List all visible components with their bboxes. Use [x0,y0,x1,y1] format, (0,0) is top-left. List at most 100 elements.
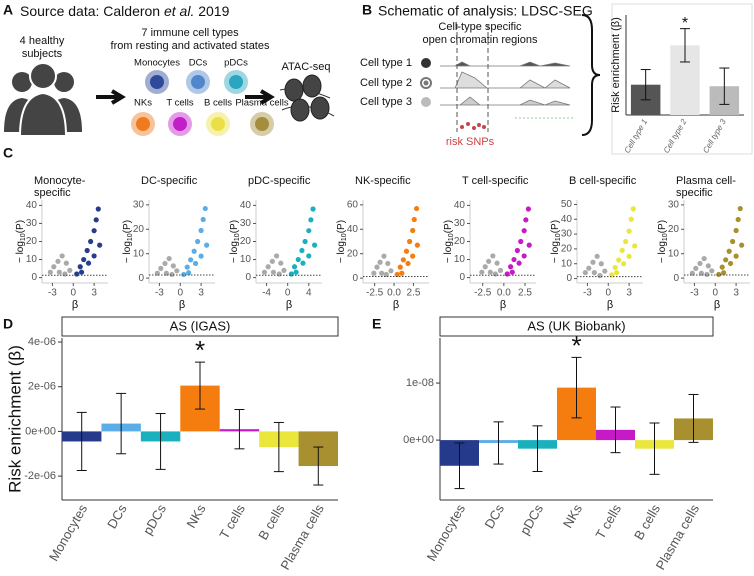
point [619,247,625,253]
point [405,260,411,267]
x-tick-label: NKs [560,501,586,530]
point [371,270,377,276]
point [494,260,500,266]
point [598,261,604,267]
point [97,242,103,248]
point [594,253,600,259]
x-tick-label: -3 [48,288,57,299]
panel-title: Schematic of analysis: LDSC-SEG [378,3,593,19]
cells-heading: 7 immune cell types [141,27,239,39]
x-tick-label: B cells [255,501,287,542]
point [701,255,707,262]
error-bar [76,411,87,472]
x-tick-label: 2.5 [407,288,421,299]
point [620,261,627,267]
y-tick-label: 40 [240,200,252,211]
point [487,269,493,275]
point [413,205,420,212]
point [188,257,194,263]
point [518,238,524,245]
y-tick-label: 40 [454,200,466,211]
arrow [245,89,275,105]
point [186,270,192,276]
point [716,271,722,278]
point [265,264,271,270]
nucleosome-icon [279,74,335,122]
y-tick-label: 20 [26,236,38,247]
plot-title: DC-specific [141,175,198,187]
panel-label: C [3,145,13,161]
error-bar [532,425,543,472]
point [406,238,413,245]
y-title-part: − log [15,241,26,263]
cell-inner [255,117,269,131]
point [521,228,527,234]
y-axis-title: Risk enrichment (β) [610,17,622,113]
plot-title: T cell-specific [462,175,529,187]
point [200,216,206,223]
point [521,253,527,259]
cell-label: Plasma cells [235,98,289,109]
point [385,260,391,267]
point [697,260,703,267]
y-title-part: (P) [336,220,347,233]
y-title-part: 10 [234,233,241,241]
point [288,271,294,277]
y-title-part: − log [336,241,347,263]
point [162,260,168,267]
point [739,242,745,248]
cell-inner [150,75,164,89]
point [616,257,622,263]
y-title-part: − log [122,241,133,263]
x-axis-title: β [500,299,506,311]
y-tick-label: 30 [133,200,145,211]
point [514,247,520,254]
x-tick-label: pDCs [517,501,546,537]
point [291,264,298,270]
point [733,227,739,234]
point [523,217,529,223]
point [630,206,636,212]
x-tick-label: B cells [631,501,663,542]
y-axis-title: − log10(P) [336,220,348,263]
point [47,269,53,275]
y-tick-label: 50 [561,199,573,210]
point [490,253,496,259]
y-title-part: − log [443,241,454,263]
point [91,228,97,234]
point [726,248,732,254]
point [411,216,417,223]
cell-label: NKs [134,98,152,109]
point [509,269,515,275]
strip [61,316,339,337]
point [591,270,597,276]
cell-inner [229,75,243,89]
y-tick-label: 40 [561,214,573,225]
point [602,268,608,274]
error-bar [610,406,621,454]
point [612,264,618,271]
point [270,269,277,275]
error-bar [688,393,699,443]
strip-label: AS (IGAS) [170,318,231,333]
point [95,206,101,212]
y-title-part: (P) [657,220,668,233]
panel-title: Source data: Calderon et al. 2019 [20,3,230,19]
cell-label: DCs [189,58,208,69]
cell-label: pDCs [224,58,248,69]
point [293,269,299,275]
y-tick-label: 0 [459,272,465,283]
point [56,269,62,275]
point [504,271,510,277]
y-tick-label: 10 [26,254,38,265]
regions-heading: Cell-type specific [438,21,522,33]
y-axis-title: Risk enrichment (β) [5,345,24,493]
snp-dots [460,122,486,130]
point [302,238,308,245]
point [626,228,632,234]
y-title-part: 10 [341,233,348,241]
y-title-part: 10 [555,233,562,241]
x-tick-label: Monocytes [424,501,469,563]
y-tick-label: 0 [138,273,144,284]
x-tick-label: 2.5 [518,288,532,299]
